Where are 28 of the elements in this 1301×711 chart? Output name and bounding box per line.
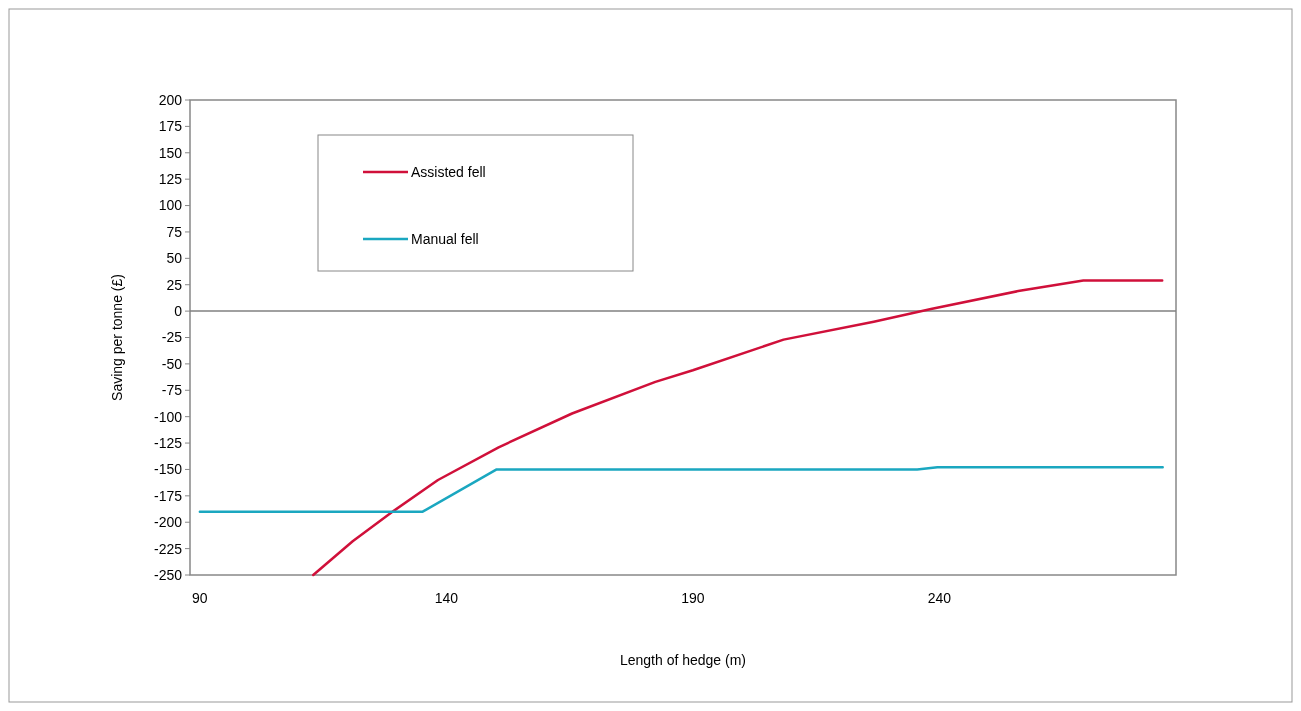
y-tick-label: 0	[174, 303, 183, 320]
x-tick-label: 190	[681, 590, 705, 606]
x-tick-label: 90	[192, 590, 208, 606]
y-tick-label: 175	[158, 118, 183, 135]
y-axis-title: Saving per tonne (£)	[109, 274, 125, 401]
x-tick-label: 140	[434, 590, 459, 606]
line-series	[312, 279, 1164, 577]
legend-label: Manual fell	[411, 230, 479, 247]
legend-label: Assisted fell	[411, 163, 486, 180]
y-tick-label: -25	[161, 329, 183, 346]
y-tick-label: -250	[153, 566, 183, 583]
y-tick-label: -175	[153, 487, 183, 504]
y-tick-label: 50	[166, 250, 183, 267]
y-tick-label: -75	[161, 382, 183, 399]
x-tick-label: 240	[927, 590, 952, 606]
y-tick-label: -100	[153, 408, 183, 425]
y-tick-label: -225	[153, 540, 183, 557]
y-tick-label: 100	[158, 197, 183, 214]
y-tick-label: -50	[161, 355, 183, 372]
y-tick-label: -150	[153, 461, 183, 478]
y-tick-label: -125	[153, 434, 183, 451]
y-tick-label: -200	[153, 514, 183, 531]
x-axis-title: Length of hedge (m)	[619, 652, 747, 668]
y-tick-label: 200	[158, 91, 183, 108]
y-tick-label: 125	[158, 171, 183, 188]
y-tick-label: 25	[166, 276, 183, 293]
y-tick-label: 150	[158, 144, 183, 161]
y-tick-label: 75	[166, 223, 183, 240]
